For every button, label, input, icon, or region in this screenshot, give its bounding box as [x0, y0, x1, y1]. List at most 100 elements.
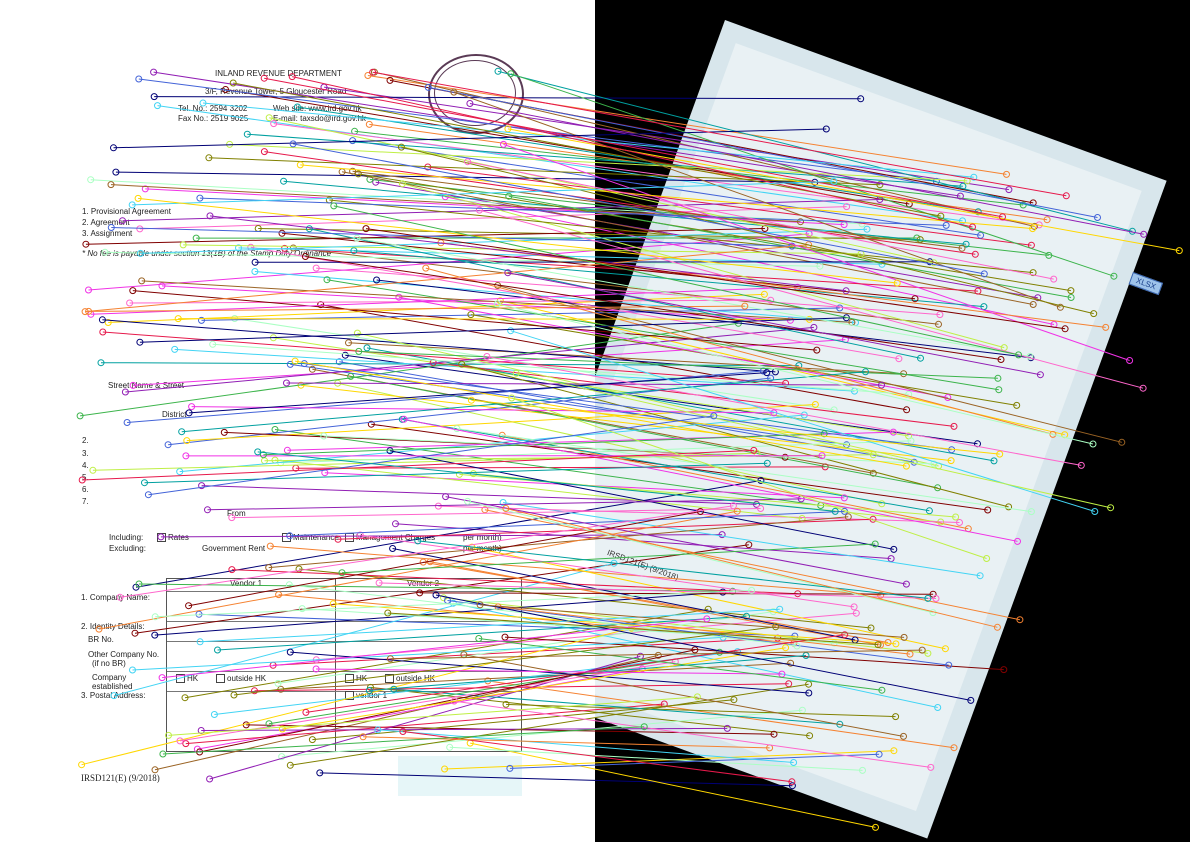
keypoint-marker	[475, 206, 483, 214]
keypoint-marker	[1094, 214, 1101, 221]
keypoint-marker	[1061, 325, 1069, 333]
keypoint-marker	[693, 693, 701, 701]
keypoint-marker	[782, 379, 790, 387]
keypoint-marker	[763, 459, 771, 467]
keypoint-marker	[135, 75, 143, 83]
keypoint-marker	[782, 644, 790, 652]
keypoint-marker	[852, 609, 860, 617]
keypoint-marker	[204, 506, 211, 514]
keypoint-marker	[274, 679, 282, 687]
keypoint-marker	[770, 730, 778, 738]
keypoint-marker	[830, 406, 838, 414]
match-line	[503, 502, 981, 577]
keypoint-marker	[830, 177, 838, 185]
match-line	[81, 627, 632, 766]
match-line	[82, 449, 754, 481]
keypoint-marker	[980, 303, 988, 311]
keypoint-marker	[507, 327, 515, 335]
keypoint-marker	[1005, 503, 1013, 511]
keypoint-marker	[259, 451, 267, 459]
keypoint-marker	[1014, 537, 1021, 545]
keypoint-marker	[320, 432, 328, 440]
keypoint-marker	[785, 680, 793, 688]
keypoint-marker	[154, 102, 161, 110]
match-line	[428, 86, 1098, 218]
street-label: Street Name & Street	[108, 381, 185, 390]
keypoint-marker	[1036, 371, 1044, 379]
keypoint-marker	[286, 761, 294, 769]
keypoint-marker	[97, 359, 105, 367]
keypoint-marker	[877, 591, 885, 599]
keypoint-marker	[962, 240, 970, 248]
keypoint-marker	[181, 694, 189, 702]
left-form-page: INLAND REVENUE DEPARTMENT 3/F, Revenue T…	[81, 54, 524, 796]
keypoint-marker	[112, 168, 120, 176]
keypoint-marker	[158, 282, 166, 290]
keypoint-marker	[977, 231, 985, 239]
match-line	[363, 736, 770, 749]
match-line	[111, 227, 793, 247]
item-3: 3. Assignment	[82, 229, 133, 238]
match-line	[504, 636, 1004, 671]
match-line	[102, 331, 786, 384]
keypoint-marker	[903, 406, 911, 414]
row-num-6: 6.	[82, 485, 89, 494]
keypoint-marker	[900, 732, 907, 740]
keypoint-marker	[900, 633, 908, 641]
other-company-label: Other Company No.	[88, 650, 160, 659]
match-line	[268, 651, 720, 725]
match-line	[270, 545, 881, 596]
keypoint-marker	[502, 700, 510, 708]
keypoint-marker	[198, 316, 205, 324]
keypoint-marker	[141, 185, 149, 193]
keypoint-marker	[890, 747, 898, 755]
keypoint-marker	[356, 531, 364, 539]
keypoint-marker	[743, 612, 750, 620]
match-line	[323, 86, 1009, 191]
match-line	[305, 634, 845, 713]
keypoint-marker	[859, 766, 866, 774]
outside-hk-option-1: outside HK	[216, 674, 266, 684]
form-code: IRSD121(E) (9/2018)	[81, 773, 160, 783]
keypoint-marker	[905, 390, 913, 398]
keypoint-marker	[1049, 430, 1057, 438]
keypoint-marker	[499, 499, 507, 506]
match-line	[348, 342, 904, 375]
keypoint-marker	[493, 300, 501, 308]
keypoint-marker	[228, 514, 236, 522]
row-num-3: 3.	[82, 449, 89, 458]
match-line	[268, 516, 849, 569]
keypoint-marker	[840, 494, 848, 502]
keypoint-marker	[937, 212, 945, 220]
keypoint-marker	[251, 687, 258, 695]
match-line	[125, 326, 814, 393]
keypoint-marker	[481, 506, 489, 514]
keypoint-marker	[718, 531, 726, 539]
keypoint-marker	[101, 248, 109, 256]
match-line	[264, 77, 1003, 218]
keypoint-marker	[185, 409, 193, 417]
keypoint-marker	[116, 593, 124, 601]
keypoint-marker	[878, 381, 885, 389]
web-line: Web site: www.ird.gov.hk	[273, 104, 362, 113]
keypoint-marker	[1091, 508, 1099, 515]
match-line	[445, 496, 907, 585]
match-line	[356, 237, 1031, 357]
per-month-1: per month)	[463, 533, 502, 542]
keypoint-marker	[131, 629, 139, 637]
match-line	[417, 540, 928, 599]
keypoint-marker	[466, 100, 474, 107]
keypoint-marker	[1029, 225, 1037, 233]
keypoint-marker	[1015, 351, 1022, 359]
keypoint-marker	[810, 323, 818, 331]
keypoint-marker	[398, 180, 406, 188]
keypoint-marker	[285, 581, 293, 589]
keypoint-marker	[235, 244, 242, 252]
department-title: INLAND REVENUE DEPARTMENT	[215, 69, 342, 78]
keypoint-marker	[150, 68, 158, 76]
keypoint-marker	[188, 403, 196, 411]
match-line	[480, 604, 905, 638]
match-line	[354, 130, 1024, 206]
match-line	[250, 246, 899, 360]
